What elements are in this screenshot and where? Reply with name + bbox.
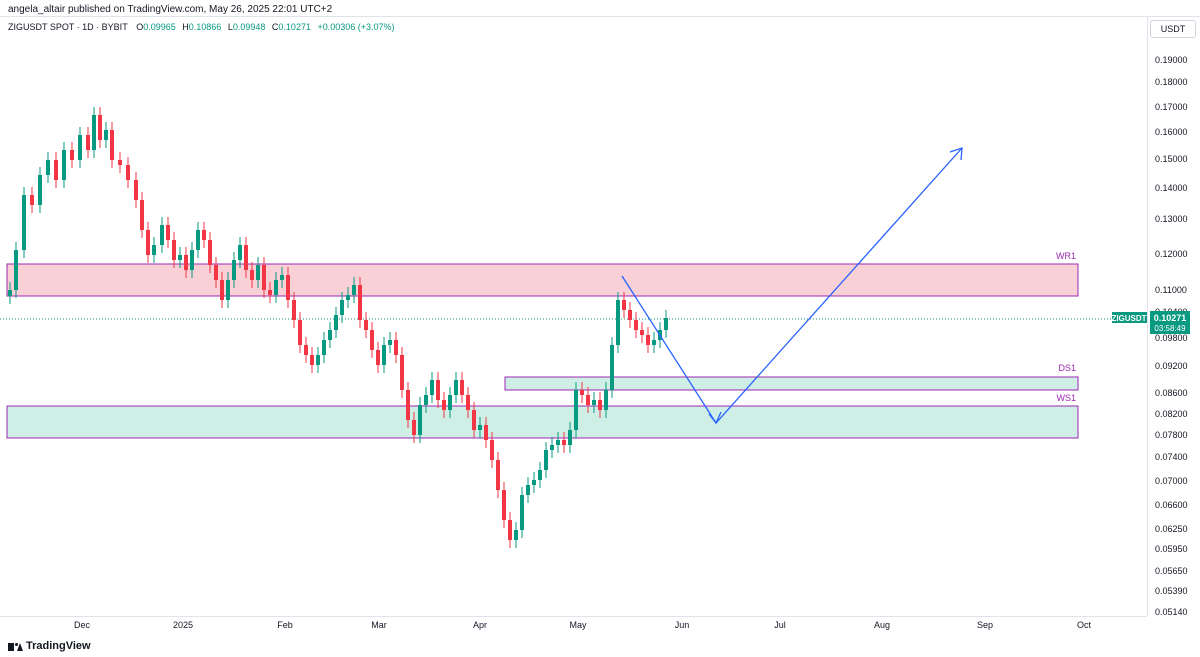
legend-open-value: 0.09965: [143, 22, 176, 32]
time-axis[interactable]: [0, 616, 1147, 617]
legend-low-value: 0.09948: [232, 22, 266, 32]
legend-open-label: O: [136, 22, 144, 32]
symbol-legend: ZIGUSDT SPOT · 1D · BYBIT O0.09965 H0.10…: [8, 22, 399, 32]
legend-close-value: 0.10271: [278, 22, 311, 32]
tradingview-logo-icon[interactable]: [8, 641, 23, 651]
legend-high-label: H: [182, 22, 189, 32]
currency-button[interactable]: USDT: [1150, 20, 1196, 38]
legend-high-value: 0.10866: [188, 22, 222, 32]
chart-frame[interactable]: [0, 16, 1200, 636]
footer-brand[interactable]: TradingView: [26, 640, 91, 652]
legend-symbol[interactable]: ZIGUSDT SPOT · 1D · BYBIT: [8, 22, 128, 32]
price-axis[interactable]: [1147, 16, 1200, 616]
publisher-line: angela_altair published on TradingView.c…: [8, 4, 333, 15]
legend-close-label: C: [271, 22, 279, 32]
legend-change: +0.00306 (+3.07%): [317, 22, 395, 32]
legend-low-label: L: [227, 22, 233, 32]
footer: TradingView: [8, 640, 91, 652]
